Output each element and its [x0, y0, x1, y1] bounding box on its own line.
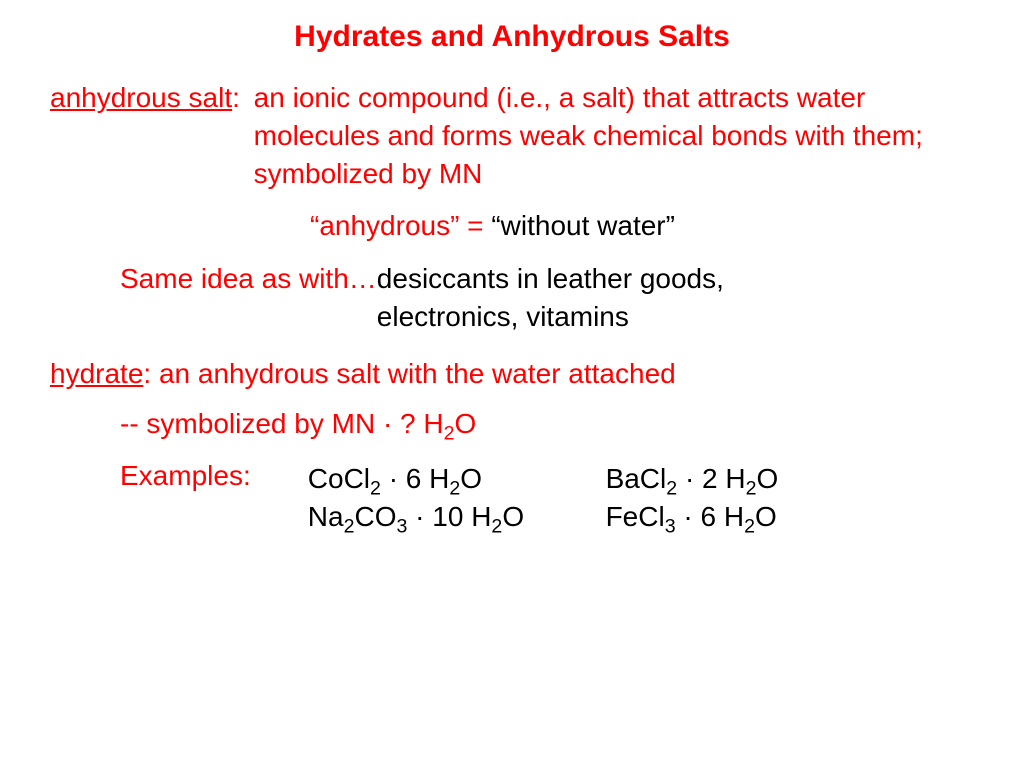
- example-cell: FeCl3 · 6 H2O: [606, 498, 777, 536]
- anhydrous-equals: “anhydrous” = “without water”: [310, 210, 974, 242]
- same-idea-body: desiccants in leather goods, electronics,…: [377, 260, 724, 336]
- term-colon: :: [232, 82, 240, 113]
- hydrate-definition: hydrate: an anhydrous salt with the wate…: [50, 358, 974, 390]
- same-idea-line1: desiccants in leather goods,: [377, 263, 724, 294]
- same-idea-lead: Same idea as with…: [120, 263, 377, 294]
- sym-pre: -- symbolized by MN: [120, 408, 383, 439]
- anhydrous-eq-right: “without water”: [491, 210, 675, 241]
- slide: Hydrates and Anhydrous Salts anhydrous s…: [0, 0, 1024, 556]
- example-cell: BaCl2 · 2 H2O: [606, 460, 779, 498]
- anhydrous-definition: anhydrous salt: an ionic compound (i.e.,…: [50, 79, 974, 192]
- examples-grid: CoCl2 · 6 H2O BaCl2 · 2 H2O Na2CO3 · 10 …: [308, 460, 779, 536]
- slide-title: Hydrates and Anhydrous Salts: [50, 20, 974, 54]
- term-text: anhydrous salt: [50, 82, 232, 113]
- example-row: CoCl2 · 6 H2O BaCl2 · 2 H2O: [308, 460, 779, 498]
- examples: Examples: CoCl2 · 6 H2O BaCl2 · 2 H2O Na…: [120, 460, 974, 536]
- hydrate-term: hydrate: [50, 358, 143, 389]
- same-idea: Same idea as with…desiccants in leather …: [120, 260, 974, 336]
- anhydrous-eq-left: “anhydrous” =: [310, 210, 491, 241]
- same-idea-line2: electronics, vitamins: [377, 301, 629, 332]
- sym-sub: 2: [444, 423, 455, 445]
- examples-label: Examples:: [120, 460, 300, 492]
- symbolized-line: -- symbolized by MN · ? H2O: [120, 408, 974, 440]
- hydrate-body: an anhydrous salt with the water attache…: [151, 358, 676, 389]
- anhydrous-body: an ionic compound (i.e., a salt) that at…: [254, 79, 934, 192]
- sym-post: ? H: [392, 408, 443, 439]
- example-cell: Na2CO3 · 10 H2O: [308, 498, 598, 536]
- anhydrous-term: anhydrous salt:: [50, 79, 240, 117]
- sym-dot: ·: [383, 408, 392, 439]
- sym-tail: O: [455, 408, 477, 439]
- example-row: Na2CO3 · 10 H2O FeCl3 · 6 H2O: [308, 498, 779, 536]
- example-cell: CoCl2 · 6 H2O: [308, 460, 598, 498]
